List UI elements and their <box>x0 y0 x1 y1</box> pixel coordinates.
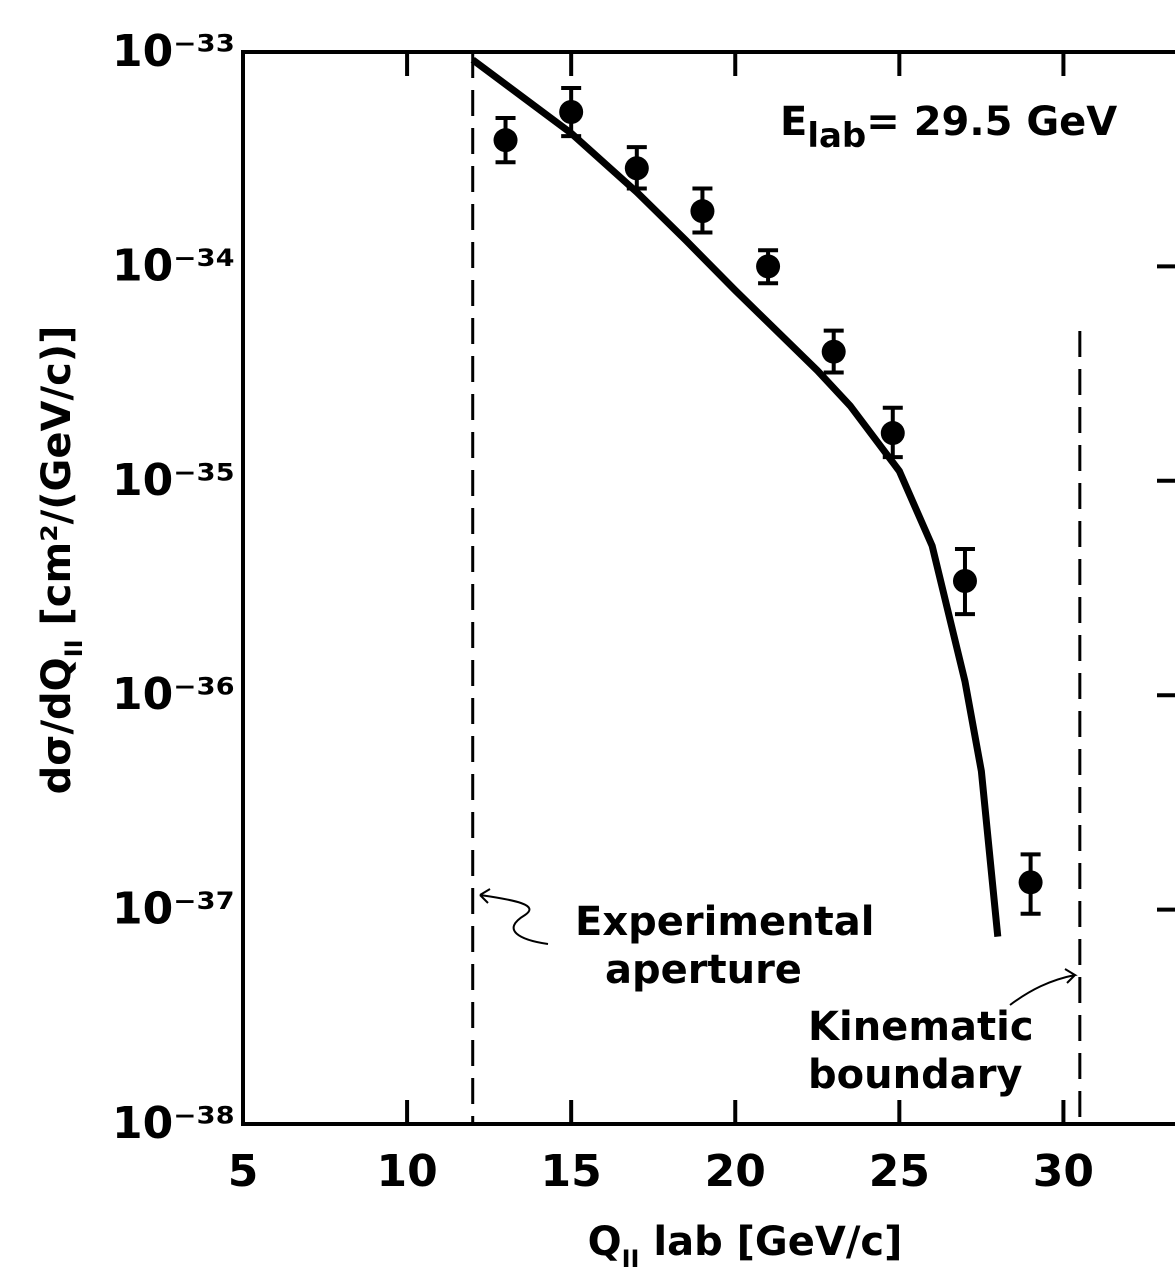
x-tick-label: 25 <box>869 1146 930 1197</box>
y-axis-label: dσ/dQII [cm²/(GeV/c)] <box>34 326 88 795</box>
data-point <box>690 199 715 224</box>
x-axis-label-rest: lab [GeV/c] <box>639 1219 902 1265</box>
y-axis-label-main: dσ/dQ <box>34 657 80 794</box>
x-tick-label: 5 <box>228 1146 259 1197</box>
y-tick-label: 10⁻³⁴ <box>112 240 235 291</box>
boundary-label: Kinematic <box>808 1004 1034 1050</box>
y-tick-label: 10⁻³⁷ <box>112 884 235 935</box>
arrow <box>479 888 549 945</box>
y-tick-label: 10⁻³⁶ <box>112 669 235 720</box>
y-tick-label: 10⁻³⁸ <box>112 1098 235 1149</box>
y-axis-label-rest: [cm²/(GeV/c)] <box>34 326 80 640</box>
theory-curve <box>470 56 1002 937</box>
x-tick-label: 30 <box>1033 1146 1094 1197</box>
x-tick-label: 15 <box>541 1146 602 1197</box>
x-tick-label: 20 <box>705 1146 766 1197</box>
arrow <box>1009 968 1078 1006</box>
data-point <box>559 99 584 124</box>
x-axis-label: QII lab [GeV/c] <box>588 1219 903 1273</box>
annotation-rest: = 29.5 GeV <box>866 99 1117 145</box>
x-tick-label: 10 <box>376 1146 437 1197</box>
annotation-main: E <box>780 99 807 145</box>
x-axis-label-sub: II <box>622 1245 640 1273</box>
data-point <box>1018 870 1043 895</box>
annotation: Elab= 29.5 GeV <box>780 99 1117 156</box>
data-point <box>952 568 977 593</box>
y-tick-label: 10⁻³⁵ <box>112 455 235 506</box>
boundary-label: boundary <box>808 1052 1023 1098</box>
plot-frame <box>241 50 1175 1126</box>
data-point <box>624 156 649 181</box>
boundary-label: aperture <box>605 947 802 993</box>
y-axis-label-sub: II <box>60 639 88 657</box>
data-point <box>821 339 846 364</box>
y-tick-label: 10⁻³³ <box>112 26 235 77</box>
x-axis-label-main: Q <box>588 1219 622 1265</box>
data-point <box>880 421 905 446</box>
data-point <box>493 128 518 153</box>
annotation-sub: lab <box>807 116 866 156</box>
boundary-label: Experimental <box>575 899 874 945</box>
data-point <box>756 254 781 279</box>
